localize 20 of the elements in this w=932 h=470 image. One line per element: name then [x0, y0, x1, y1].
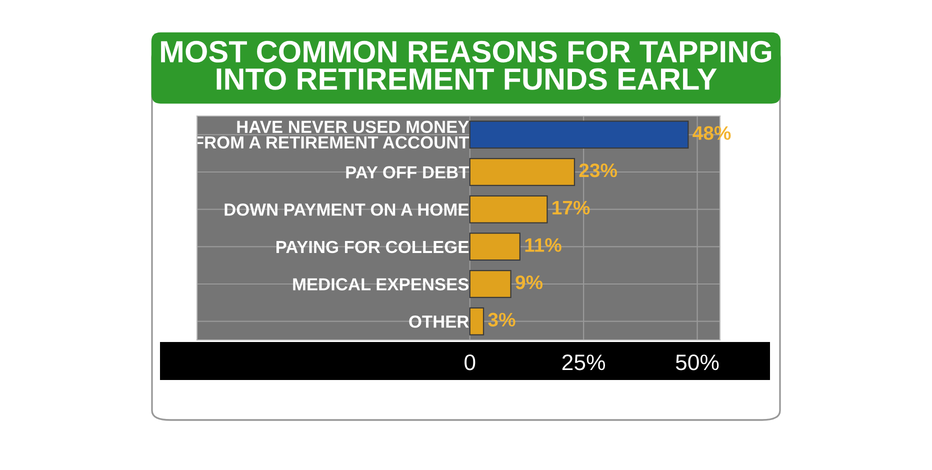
y-tick-label: PAYING FOR COLLEGE	[276, 240, 469, 254]
x-tick-label: 50%	[676, 354, 719, 370]
y-tick-label: MEDICAL EXPENSES	[293, 278, 469, 290]
bar	[469, 120, 689, 149]
data-label: 9%	[516, 275, 543, 290]
bar	[469, 158, 576, 186]
data-label: 3%	[488, 312, 516, 327]
y-tick-label: OTHER	[409, 316, 469, 328]
y-tick-label: DOWN PAYMENT ON A HOME	[224, 204, 469, 216]
y-tick-label: PAY OFF DEBT	[346, 166, 470, 178]
x-tick-label: 25%	[562, 354, 606, 370]
data-label: 23%	[579, 163, 618, 178]
bar	[469, 307, 484, 336]
bar	[469, 195, 548, 224]
x-tick-label: 0	[464, 354, 476, 370]
bar	[469, 270, 512, 298]
data-label: 11%	[525, 238, 562, 252]
data-label: 17%	[552, 200, 590, 215]
bar	[469, 232, 520, 261]
chart-title: MOST COMMON REASONS FOR TAPPING INTO RETIREMENT FUNDS EARLY	[161, 40, 772, 90]
